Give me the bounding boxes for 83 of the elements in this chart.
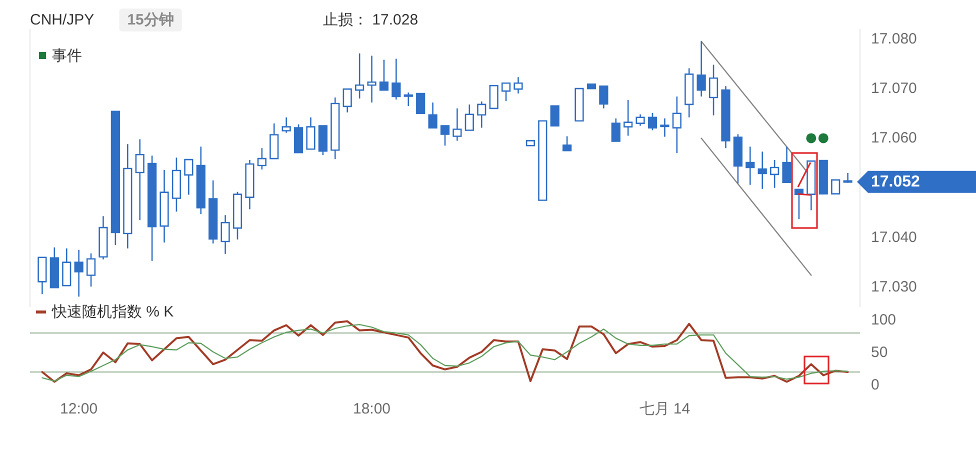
candlestick: [550, 105, 560, 126]
candlestick: [306, 116, 316, 150]
candlestick: [38, 256, 47, 295]
candlestick: [416, 92, 426, 114]
candlestick: [208, 180, 218, 244]
candlestick: [708, 64, 718, 116]
x-tick-label: 18:00: [352, 400, 391, 418]
candlestick: [135, 138, 144, 221]
y-tick-label: 17.040: [871, 229, 917, 246]
chart-subtitle: 15分钟: [127, 12, 174, 28]
x-tick-label: 12:00: [60, 400, 98, 418]
candlestick: [489, 84, 498, 110]
candlestick: [342, 88, 352, 114]
candlestick: [245, 159, 254, 210]
candlestick: [514, 76, 523, 94]
candlestick: [196, 146, 206, 215]
candlestick: [538, 120, 548, 201]
candlestick: [477, 100, 486, 128]
candlestick: [318, 125, 328, 156]
candlestick: [684, 68, 694, 118]
y-tick-label: 0: [871, 376, 880, 394]
candlestick: [464, 104, 474, 131]
x-tick-label: 七月 14: [639, 400, 690, 418]
candlestick: [636, 114, 645, 126]
candlestick: [843, 172, 852, 184]
candlestick: [818, 160, 828, 194]
candlestick: [270, 122, 279, 160]
candlestick: [50, 246, 59, 288]
candlestick: [770, 159, 780, 189]
candlestick: [831, 179, 840, 194]
candlestick: [160, 169, 169, 244]
candlestick: [282, 116, 291, 134]
candlestick: [232, 191, 242, 240]
y-tick-label: 17.070: [871, 80, 917, 98]
candlestick: [404, 92, 413, 107]
candlestick: [110, 110, 120, 246]
candlestick: [501, 82, 511, 102]
candlestick: [733, 134, 742, 184]
candlestick: [782, 146, 792, 184]
candlestick: [440, 125, 450, 146]
candlestick: [758, 150, 767, 190]
candlestick: [367, 55, 376, 104]
candlestick: [806, 160, 816, 211]
y-tick-label: 17.060: [871, 130, 917, 147]
candlestick: [123, 144, 132, 250]
candlestick: [184, 158, 194, 196]
text: 止损： 17.028: [323, 12, 418, 28]
candlestick: [148, 154, 157, 262]
candlestick: [586, 83, 596, 90]
candlestick: [62, 248, 72, 286]
candlestick: [294, 124, 304, 154]
legend-label: 事件: [52, 48, 82, 64]
candlestick: [172, 156, 182, 212]
y-tick-label: 17.080: [871, 30, 917, 48]
candlestick: [74, 249, 84, 298]
candlestick: [526, 140, 535, 146]
candlestick: [696, 40, 706, 98]
candlestick: [794, 188, 804, 220]
candlestick: [86, 252, 96, 288]
candlestick: [672, 96, 682, 154]
candlestick: [624, 99, 633, 136]
candlestick: [379, 59, 389, 91]
candlestick: [660, 118, 670, 138]
text: 17.052: [871, 173, 920, 190]
candlestick: [721, 85, 730, 149]
y-tick-label: 50: [871, 344, 888, 361]
y-tick-label: 100: [871, 312, 896, 328]
y-tick-label: 17.030: [871, 278, 917, 296]
candlestick: [746, 146, 755, 186]
candlestick: [574, 88, 584, 122]
candlestick: [98, 216, 108, 260]
candlestick: [257, 147, 266, 170]
candlestick: [648, 112, 658, 131]
candlestick: [599, 85, 608, 110]
candlestick: [330, 96, 340, 160]
candlestick: [220, 214, 230, 255]
candlestick: [355, 52, 364, 100]
candlestick: [392, 58, 401, 100]
candlestick: [611, 118, 620, 142]
chart-title: CNH/JPY: [30, 12, 94, 28]
candlestick: [562, 136, 572, 152]
candlestick: [428, 102, 438, 128]
candlestick: [452, 108, 462, 142]
